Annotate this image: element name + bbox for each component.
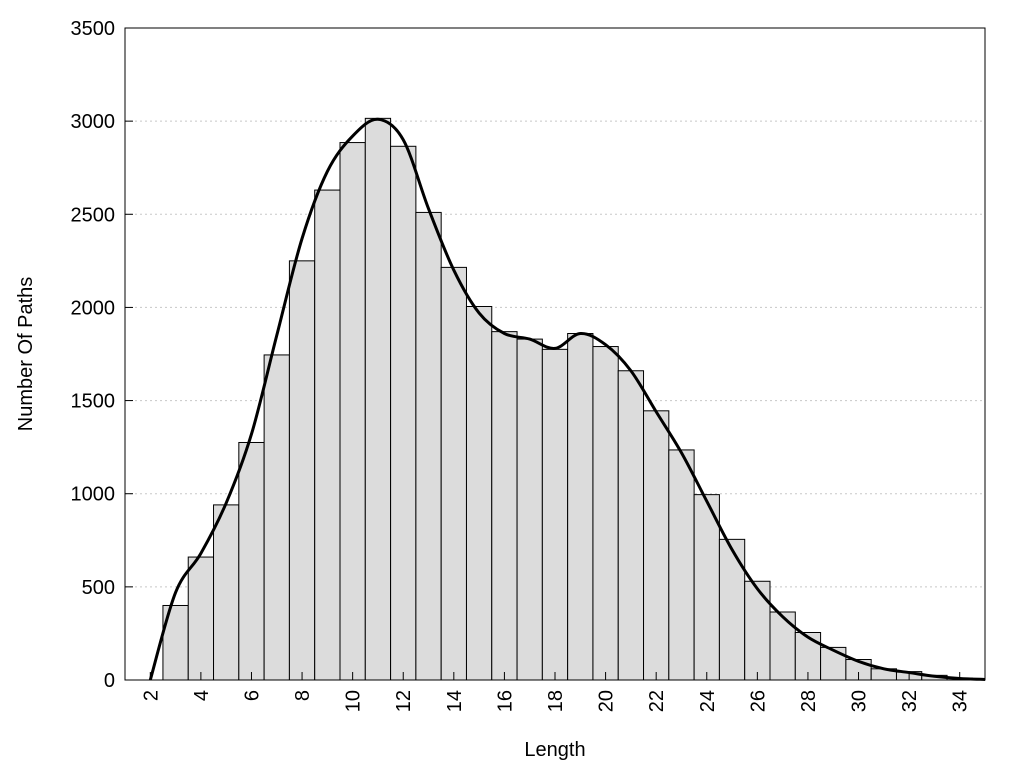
x-tick-label: 16 (494, 690, 516, 712)
y-tick-label: 1500 (71, 391, 116, 413)
bar (364, 117, 392, 681)
bar (263, 354, 290, 681)
bar (314, 189, 341, 681)
bar (415, 211, 442, 681)
x-tick-label: 8 (292, 690, 314, 701)
x-tick-label: 4 (191, 690, 213, 701)
bar (643, 410, 670, 681)
bar (541, 348, 569, 681)
bar (339, 142, 366, 681)
bar (238, 441, 265, 681)
y-tick-label: 1000 (71, 484, 116, 506)
plot-frame (124, 27, 986, 681)
x-tick-label: 22 (646, 690, 668, 712)
x-tick-label: 32 (899, 690, 921, 712)
x-tick-label: 24 (697, 690, 719, 712)
x-axis-label: Length (524, 739, 585, 761)
bar (744, 580, 771, 681)
y-tick-label: 3000 (71, 111, 116, 133)
bar (693, 494, 720, 681)
bar (617, 370, 645, 681)
x-tick-label: 26 (747, 690, 769, 712)
bar (769, 611, 796, 681)
bar (718, 538, 746, 681)
y-axis-label: Number Of Paths (15, 277, 37, 432)
bar (187, 556, 215, 681)
bar (390, 145, 417, 681)
y-tick-label: 500 (82, 577, 115, 599)
x-tick-label: 12 (393, 690, 415, 712)
x-tick-label: 30 (849, 690, 871, 712)
bar (288, 260, 316, 681)
bar (592, 346, 619, 681)
bar (440, 266, 467, 681)
x-tick-label: 34 (950, 690, 972, 712)
x-tick-label: 28 (798, 690, 820, 712)
bar (668, 449, 695, 681)
density-line (148, 117, 986, 681)
x-tick-label: 14 (444, 690, 466, 712)
x-tick-label: 2 (140, 690, 162, 701)
bar (567, 333, 594, 681)
x-tick-label: 6 (241, 690, 263, 701)
y-tick-label: 0 (104, 670, 115, 692)
bar (820, 646, 847, 681)
bar (491, 331, 518, 681)
bar (465, 305, 493, 681)
y-tick-label: 3500 (71, 18, 116, 40)
y-tick-label: 2500 (71, 204, 116, 226)
x-tick-label: 20 (596, 690, 618, 712)
y-tick-label: 2000 (71, 297, 116, 319)
x-tick-label: 18 (545, 690, 567, 712)
bar (516, 338, 543, 681)
x-tick-label: 10 (343, 690, 365, 712)
bar (213, 504, 240, 681)
